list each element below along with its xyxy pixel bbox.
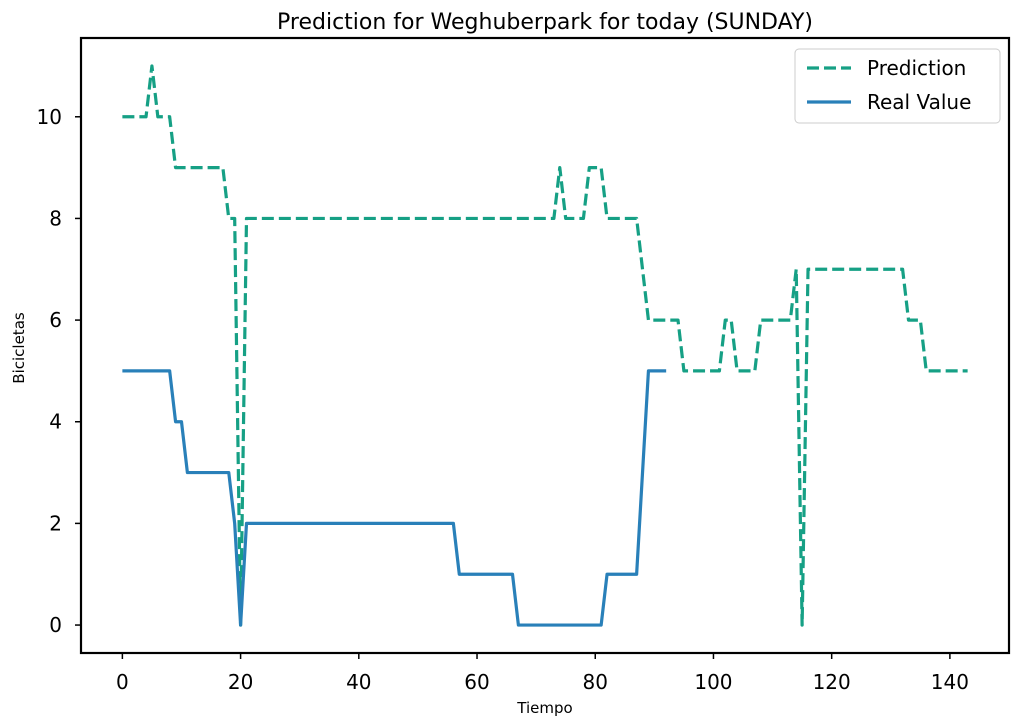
- plot-frame: [79, 36, 1011, 655]
- chart-title: Prediction for Weghuberpark for today (S…: [277, 10, 813, 35]
- x-tick-label: 80: [583, 670, 608, 694]
- x-tick-label: 40: [346, 670, 371, 694]
- x-tick-label: 20: [228, 670, 253, 694]
- y-tick-label: 2: [49, 511, 62, 535]
- x-tick-label: 120: [813, 670, 851, 694]
- y-tick-label: 0: [49, 613, 62, 637]
- legend-label: Real Value: [867, 90, 971, 114]
- x-tick-label: 140: [931, 670, 969, 694]
- x-tick-label: 0: [116, 670, 129, 694]
- series-line-prediction: [122, 64, 968, 627]
- series-layer: [122, 64, 968, 627]
- legend: Prediction Real Value: [794, 48, 1001, 124]
- legend-label: Prediction: [867, 56, 966, 80]
- axes-layer: 0 20 40 60 80 100 120 140 0 2 4 6 8 10: [37, 36, 1011, 694]
- y-axis-label: Bicicletas: [10, 312, 28, 384]
- x-tick-label: 60: [464, 670, 489, 694]
- x-tick-label: 100: [694, 670, 732, 694]
- y-tick-label: 10: [37, 105, 62, 129]
- y-tick-label: 8: [49, 206, 62, 230]
- series-line-real-value: [122, 369, 667, 627]
- y-tick-label: 6: [49, 308, 62, 332]
- x-axis-label: Tiempo: [516, 699, 572, 717]
- y-tick-label: 4: [49, 410, 62, 434]
